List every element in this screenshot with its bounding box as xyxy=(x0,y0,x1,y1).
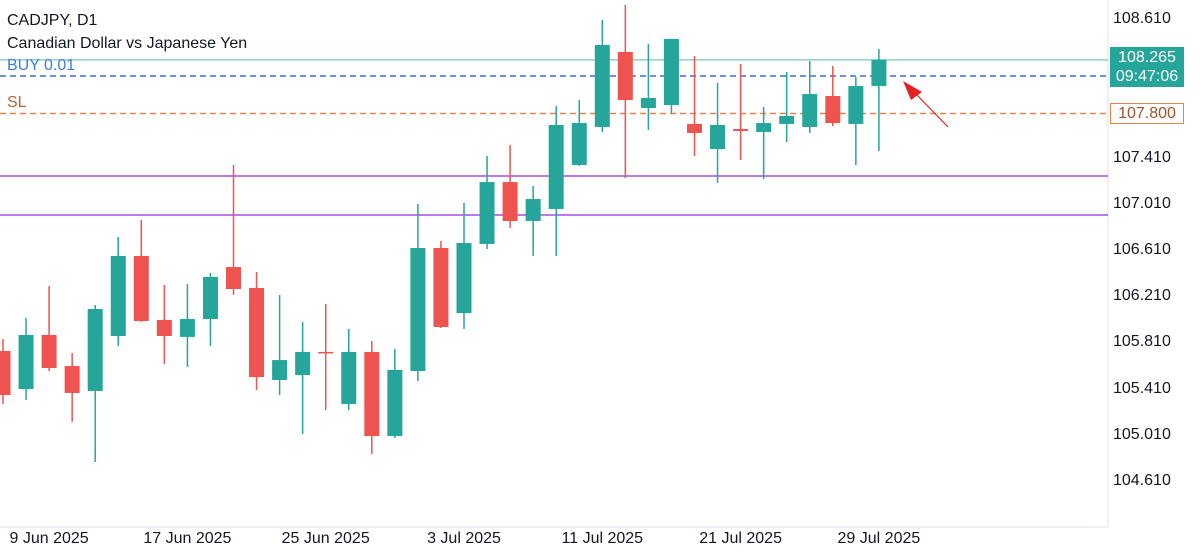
candle-body-27 xyxy=(617,51,633,101)
date-tick-label: 17 Jun 2025 xyxy=(143,530,232,547)
price-tick-label: 105.810 xyxy=(1113,333,1171,351)
candle-body-38 xyxy=(871,59,887,86)
candle-body-29 xyxy=(663,38,679,106)
candle-body-9 xyxy=(202,276,218,320)
candle-body-28 xyxy=(640,97,656,109)
symbol-title: CADJPY, D1 xyxy=(7,12,98,29)
buy-order-label[interactable]: BUY 0.01 xyxy=(7,57,76,74)
candle-body-0 xyxy=(0,351,11,396)
candle-body-30 xyxy=(687,123,702,133)
candle-body-3 xyxy=(64,366,80,393)
candle-body-25 xyxy=(571,123,587,165)
candle-body-18 xyxy=(410,247,426,372)
candle-body-6 xyxy=(133,255,149,321)
candle-body-5 xyxy=(110,255,126,337)
price-tick-label: 106.610 xyxy=(1113,241,1171,258)
candle-body-11 xyxy=(249,287,265,378)
candle-body-26 xyxy=(594,44,610,127)
stop-loss-label[interactable]: SL xyxy=(7,94,27,111)
candle-body-1 xyxy=(18,334,34,390)
candle-body-32 xyxy=(733,129,749,131)
candle-body-17 xyxy=(387,369,403,437)
price-tick-label: 105.410 xyxy=(1113,379,1171,397)
bar-countdown: 09:47:06 xyxy=(1115,68,1179,85)
candle-body-20 xyxy=(456,243,472,314)
price-tick-label: 107.010 xyxy=(1113,194,1171,212)
arrow-annotation-shaft-icon xyxy=(914,92,949,128)
candle-body-8 xyxy=(179,319,195,337)
price-tick-label: 105.010 xyxy=(1113,425,1171,443)
current-price-badge: 108.265 09:47:06 xyxy=(1110,47,1184,87)
candle-body-19 xyxy=(433,247,449,327)
candle-body-36 xyxy=(825,95,841,124)
candle-body-23 xyxy=(525,199,541,221)
candle-body-21 xyxy=(479,182,495,244)
candle-body-24 xyxy=(548,124,564,209)
price-tick-label: 104.610 xyxy=(1113,472,1171,489)
symbol-description: Canadian Dollar vs Japanese Yen xyxy=(7,35,248,52)
candle-body-33 xyxy=(756,123,772,133)
price-tick-label: 106.210 xyxy=(1113,287,1171,305)
date-tick-label: 25 Jun 2025 xyxy=(281,530,370,547)
current-price: 108.265 xyxy=(1118,49,1176,66)
candle-body-10 xyxy=(226,267,241,289)
candle-body-34 xyxy=(779,115,795,124)
date-tick-label: 11 Jul 2025 xyxy=(561,530,644,547)
candle-body-22 xyxy=(502,182,518,221)
candle-body-16 xyxy=(364,351,380,437)
candle-body-7 xyxy=(156,319,172,337)
candle-body-2 xyxy=(41,334,57,369)
candle-body-35 xyxy=(802,94,818,127)
candle-body-4 xyxy=(87,308,103,391)
arrow-annotation-head-icon xyxy=(903,81,922,100)
stop-loss-price-badge[interactable]: 107.800 xyxy=(1110,103,1184,124)
price-tick-label: 107.410 xyxy=(1113,148,1171,166)
candle-body-13 xyxy=(295,351,311,376)
date-tick-label: 3 Jul 2025 xyxy=(427,530,501,547)
candle-body-14 xyxy=(318,351,334,354)
price-tick-label: 108.610 xyxy=(1113,10,1171,27)
candle-body-12 xyxy=(272,360,288,381)
date-tick-label: 9 Jun 2025 xyxy=(9,530,89,547)
candle-body-15 xyxy=(341,351,357,405)
date-tick-label: 21 Jul 2025 xyxy=(699,530,782,547)
date-tick-label: 29 Jul 2025 xyxy=(837,530,921,547)
candle-body-37 xyxy=(848,85,864,124)
candle-body-31 xyxy=(710,124,726,150)
